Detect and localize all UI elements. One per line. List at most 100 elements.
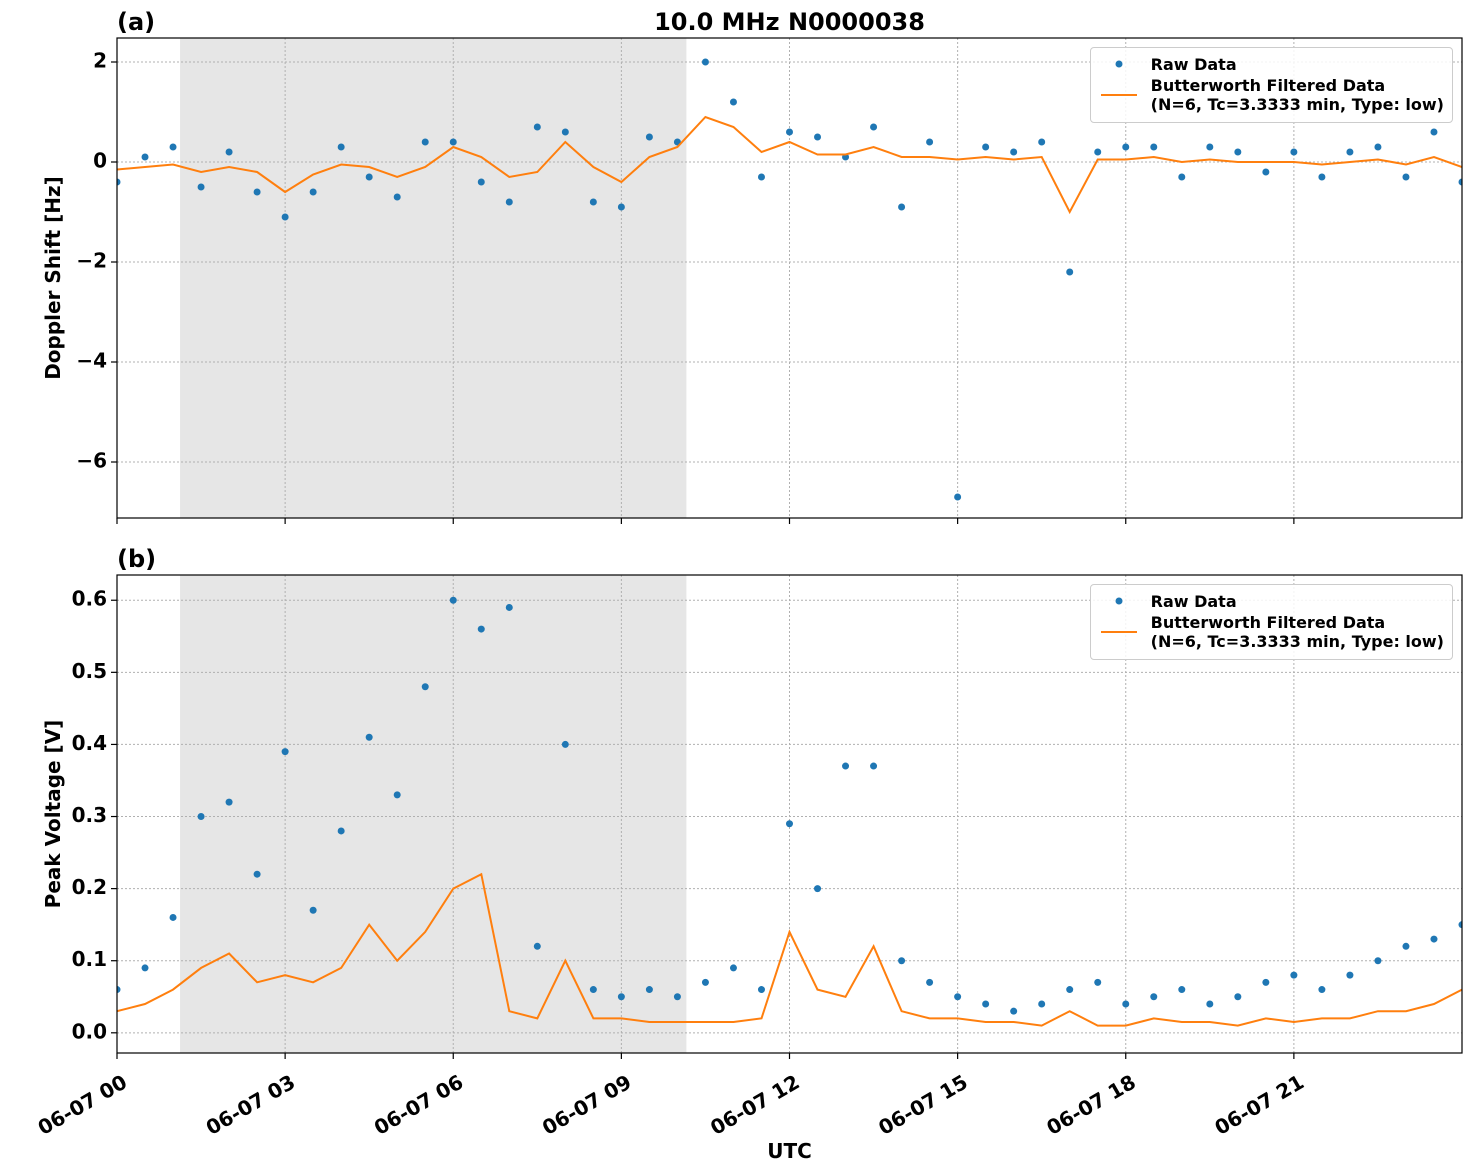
raw-point bbox=[1374, 143, 1382, 151]
raw-point bbox=[1122, 1000, 1130, 1008]
legend-swatch bbox=[1100, 94, 1137, 96]
raw-point bbox=[393, 791, 401, 799]
raw-point bbox=[117, 986, 121, 994]
raw-point bbox=[365, 173, 373, 181]
raw-point bbox=[1262, 978, 1270, 986]
raw-point bbox=[533, 123, 541, 131]
raw-point bbox=[1458, 921, 1462, 929]
raw-point bbox=[786, 128, 793, 136]
raw-point bbox=[1318, 986, 1326, 994]
raw-point bbox=[729, 98, 737, 106]
y-axis-label: Peak Voltage [V] bbox=[41, 720, 65, 909]
raw-point bbox=[1122, 143, 1130, 151]
x-tick-label: 06-07 18 bbox=[1042, 1070, 1140, 1140]
raw-point bbox=[589, 986, 597, 994]
raw-point bbox=[1178, 986, 1186, 994]
x-tick-label: 06-07 21 bbox=[1210, 1070, 1308, 1140]
y-tick-label: 0.2 bbox=[72, 875, 107, 899]
raw-point bbox=[1206, 143, 1214, 151]
raw-point bbox=[393, 193, 401, 201]
legend-entry: Raw Data bbox=[1099, 591, 1444, 611]
raw-point bbox=[197, 813, 205, 821]
raw-point bbox=[982, 143, 990, 151]
x-tick-label: 06-07 03 bbox=[202, 1070, 300, 1140]
x-tick-label: 06-07 06 bbox=[370, 1070, 468, 1140]
legend-entry: Butterworth Filtered Data (N=6, Tc=3.333… bbox=[1099, 613, 1444, 651]
raw-point bbox=[477, 625, 485, 633]
raw-point bbox=[281, 748, 289, 756]
legend-swatch bbox=[1115, 60, 1123, 68]
legend-entry: Raw Data bbox=[1099, 54, 1444, 74]
raw-point bbox=[926, 978, 934, 986]
raw-point bbox=[169, 913, 177, 921]
raw-point bbox=[421, 683, 429, 691]
raw-point bbox=[1262, 168, 1270, 176]
raw-point bbox=[505, 603, 513, 611]
raw-point bbox=[1290, 971, 1298, 979]
raw-point bbox=[645, 986, 653, 994]
raw-point bbox=[1430, 128, 1438, 136]
y-tick-label: 0.6 bbox=[72, 587, 107, 611]
shaded-span bbox=[180, 38, 687, 518]
raw-point bbox=[281, 213, 289, 221]
raw-point bbox=[814, 133, 822, 141]
raw-point bbox=[1234, 148, 1242, 156]
plot-frame bbox=[116, 37, 1463, 519]
raw-point bbox=[1318, 173, 1326, 181]
raw-point bbox=[1010, 1007, 1018, 1015]
chart-title: 10.0 MHz N0000038 bbox=[654, 8, 925, 36]
raw-point bbox=[1010, 148, 1018, 156]
raw-point bbox=[197, 183, 205, 191]
raw-point bbox=[645, 133, 653, 141]
raw-point bbox=[617, 203, 625, 211]
legend-swatch bbox=[1100, 631, 1137, 633]
raw-point bbox=[898, 203, 906, 211]
y-tick-label: 0.4 bbox=[72, 731, 107, 755]
legend: Raw Data Butterworth Filtered Data (N=6, … bbox=[1089, 584, 1453, 660]
raw-point bbox=[169, 143, 177, 151]
legend-label: Butterworth Filtered Data (N=6, Tc=3.333… bbox=[1150, 613, 1444, 651]
raw-point bbox=[141, 153, 149, 161]
raw-point bbox=[477, 178, 485, 186]
raw-point bbox=[449, 596, 457, 604]
raw-point bbox=[1178, 173, 1186, 181]
raw-point bbox=[253, 188, 261, 196]
filtered-line bbox=[117, 872, 1462, 1027]
y-tick-label: −4 bbox=[76, 349, 107, 373]
raw-point bbox=[505, 198, 513, 206]
y-axis-label: Doppler Shift [Hz] bbox=[41, 176, 65, 380]
x-tick-label: 06-07 15 bbox=[874, 1070, 972, 1140]
raw-point bbox=[1430, 935, 1438, 943]
x-tick-label: 06-07 12 bbox=[706, 1070, 804, 1140]
y-tick-label: 0.3 bbox=[72, 803, 107, 827]
raw-point bbox=[533, 942, 541, 950]
raw-point bbox=[926, 138, 934, 146]
raw-point bbox=[1038, 1000, 1046, 1008]
panel-label: (b) bbox=[117, 545, 156, 573]
raw-point bbox=[1234, 993, 1242, 1001]
raw-point bbox=[954, 493, 962, 501]
legend: Raw Data Butterworth Filtered Data (N=6, … bbox=[1089, 47, 1453, 123]
filtered-line bbox=[117, 115, 1462, 215]
raw-point bbox=[701, 978, 709, 986]
raw-point bbox=[786, 820, 793, 828]
x-tick-label: 06-07 00 bbox=[34, 1070, 132, 1140]
raw-point bbox=[982, 1000, 990, 1008]
raw-point bbox=[337, 143, 345, 151]
y-tick-label: 0 bbox=[93, 149, 107, 173]
raw-point bbox=[757, 173, 765, 181]
raw-point bbox=[561, 128, 569, 136]
raw-point bbox=[673, 993, 681, 1001]
raw-point bbox=[898, 957, 906, 965]
shaded-span bbox=[180, 575, 687, 1053]
raw-point bbox=[1402, 942, 1410, 950]
raw-point bbox=[1066, 268, 1074, 276]
raw-point bbox=[225, 798, 233, 806]
legend-marker bbox=[1115, 60, 1123, 68]
y-tick-label: −6 bbox=[76, 449, 107, 473]
raw-point bbox=[701, 58, 709, 66]
raw-point bbox=[1150, 993, 1158, 1001]
raw-point bbox=[1458, 178, 1462, 186]
legend-label: Butterworth Filtered Data (N=6, Tc=3.333… bbox=[1150, 76, 1444, 114]
raw-point bbox=[141, 964, 149, 972]
